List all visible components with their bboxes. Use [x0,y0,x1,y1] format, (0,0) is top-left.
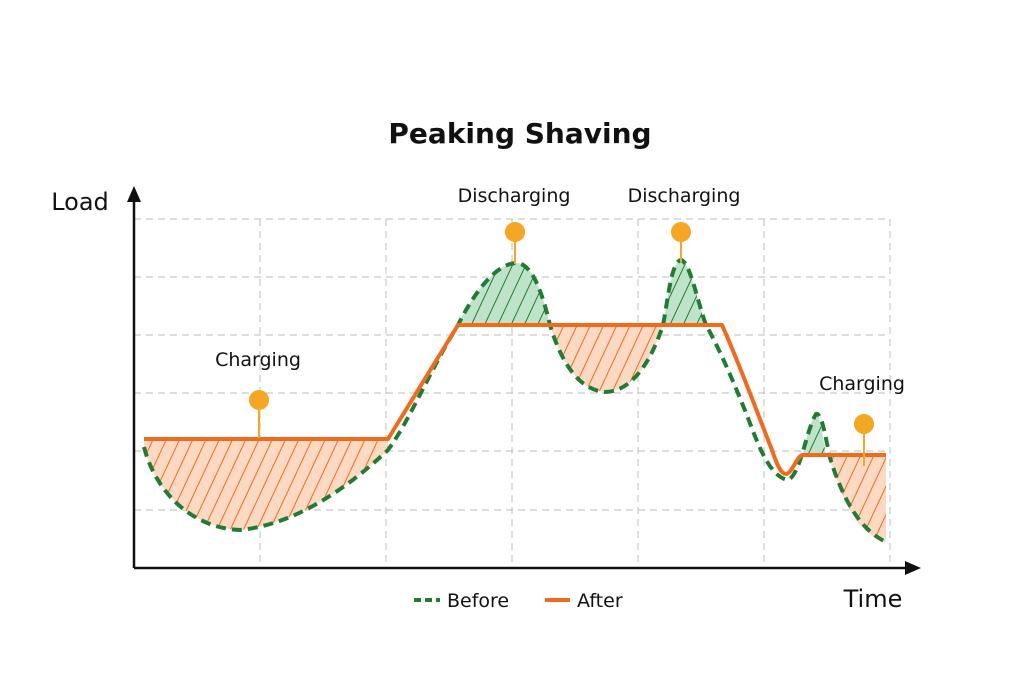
discharging-region-2 [663,260,706,325]
energy-regions [144,260,886,542]
axes [127,186,921,575]
charging-region-3 [826,455,886,542]
diagram-title: Peaking Shaving [388,117,651,150]
annotation-label-discharging-1: Discharging [458,185,571,207]
charging-marker-2 [854,414,874,434]
x-axis-label: Time [843,585,903,613]
x-axis-arrow-icon [905,561,921,575]
discharging-marker-2 [671,222,691,242]
charging-marker-1 [249,390,269,410]
after-load-curve [144,323,886,476]
discharging-region-3 [803,414,826,455]
annotation-label-charging-2: Charging [819,373,905,395]
legend: Before After [414,590,623,612]
discharging-marker-1 [505,222,525,242]
annotation-label-discharging-2: Discharging [628,185,741,207]
discharging-region-1 [458,262,550,325]
y-axis-arrow-icon [127,186,141,202]
charging-region-2 [550,325,663,392]
annotation-label-charging-1: Charging [215,349,301,371]
annotation-markers [249,222,874,466]
y-axis-label: Load [51,188,109,216]
legend-before-label: Before [447,590,509,612]
charging-region-1 [144,439,388,530]
legend-after-label: After [577,590,623,612]
